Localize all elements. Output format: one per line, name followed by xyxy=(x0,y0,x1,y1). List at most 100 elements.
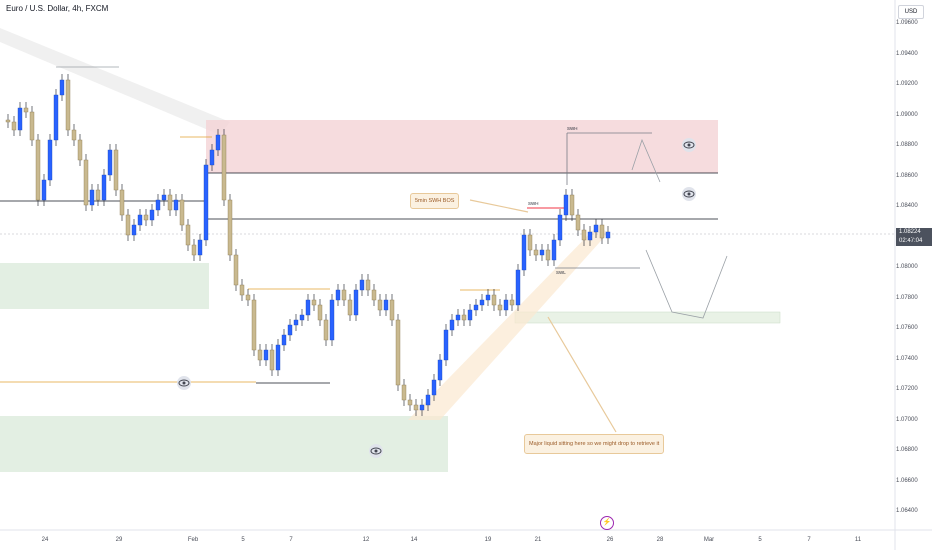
candle-body xyxy=(467,309,473,321)
candle-body xyxy=(29,111,35,141)
candle-body xyxy=(191,244,197,256)
price-tick-label: 1.08600 xyxy=(896,172,918,179)
candle-body xyxy=(575,214,581,231)
time-tick-label: 19 xyxy=(484,537,492,543)
price-tick-label: 1.09600 xyxy=(896,20,918,26)
time-tick-label: 26 xyxy=(606,537,614,543)
time-tick-label: Feb xyxy=(187,537,199,543)
candle-body xyxy=(557,214,563,241)
price-tick-label: 1.07800 xyxy=(896,294,918,301)
candle-body xyxy=(287,324,293,336)
candle-body xyxy=(329,299,335,341)
note-pointer xyxy=(547,316,617,433)
candle-body xyxy=(401,384,407,401)
supply-zone xyxy=(206,120,718,173)
candle-body xyxy=(221,134,227,201)
candle-body xyxy=(107,149,113,176)
candle-body xyxy=(203,164,209,241)
candle-body xyxy=(395,319,401,386)
candle-body xyxy=(383,299,389,311)
swh-label-top: SWH xyxy=(567,126,578,131)
candle-body xyxy=(305,299,311,316)
eye-icon[interactable] xyxy=(177,376,191,390)
candle-body xyxy=(365,279,371,291)
swh-label-mid: SWH xyxy=(528,201,539,206)
eye-icon[interactable] xyxy=(682,187,696,201)
candle-body xyxy=(563,194,569,216)
candle-body xyxy=(47,139,53,181)
candle-body xyxy=(485,294,491,301)
time-tick-label: 11 xyxy=(854,537,862,543)
candle-body xyxy=(161,194,167,201)
price-tick-label: 1.06600 xyxy=(896,477,918,484)
current-price-badge: 1.08224 02:47:04 xyxy=(896,228,932,246)
candle-body xyxy=(233,254,239,286)
candle-body xyxy=(167,194,173,211)
note-pointer xyxy=(469,199,529,213)
swl-label: SWL xyxy=(556,270,566,275)
candle-body xyxy=(455,314,461,321)
candle-body xyxy=(461,314,467,321)
candle-body xyxy=(497,304,503,311)
time-tick-label: 29 xyxy=(115,537,123,543)
candle-body xyxy=(179,199,185,226)
candle-body xyxy=(119,189,125,216)
candle-body xyxy=(251,299,257,351)
candle-body xyxy=(353,289,359,316)
price-tick-label: 1.07600 xyxy=(896,325,918,331)
candle-body xyxy=(473,304,479,311)
eye-icon[interactable] xyxy=(682,138,696,152)
time-tick-label: 21 xyxy=(534,537,542,543)
price-tick-label: 1.08800 xyxy=(896,142,918,148)
candle-body xyxy=(83,159,89,206)
candle-body xyxy=(503,299,509,311)
trend-shadow-up xyxy=(408,225,608,420)
eye-icon[interactable] xyxy=(369,444,383,458)
candle-body xyxy=(245,294,251,301)
liquidity-note[interactable]: Major liquid sitting here so we might dr… xyxy=(524,434,665,454)
candle-body xyxy=(419,404,425,411)
candle-body xyxy=(281,334,287,346)
candle-body xyxy=(143,214,149,221)
time-tick-label: 28 xyxy=(656,537,664,543)
candle-body xyxy=(59,79,65,96)
candle-body xyxy=(449,319,455,331)
candle-body xyxy=(599,224,605,239)
candle-body xyxy=(269,349,275,371)
time-tick-label: 14 xyxy=(410,537,418,543)
candle-body xyxy=(65,79,71,131)
current-price-value: 1.08224 xyxy=(899,229,921,235)
time-tick-label: 7 xyxy=(807,537,811,543)
candle-body xyxy=(389,299,395,321)
currency-button[interactable]: USD xyxy=(898,5,924,19)
candle-body xyxy=(425,394,431,406)
candle-body xyxy=(335,289,341,301)
candle-body xyxy=(437,359,443,381)
candle-body xyxy=(587,231,593,241)
candle-body xyxy=(11,121,17,131)
candle-body xyxy=(491,294,497,306)
candle-body xyxy=(23,107,29,113)
price-tick-label: 1.07000 xyxy=(896,416,918,423)
candle-body xyxy=(341,289,347,301)
candle-body xyxy=(257,349,263,361)
candle-body xyxy=(347,299,353,316)
candle-body xyxy=(125,214,131,236)
candle-body xyxy=(131,224,137,236)
price-tick-label: 1.07200 xyxy=(896,386,918,392)
candle-body xyxy=(263,349,269,361)
trendline-shadow xyxy=(0,28,230,135)
price-tick-label: 1.06400 xyxy=(896,508,918,514)
demand-zone-bottom xyxy=(0,416,448,472)
lightning-icon[interactable]: ⚡ xyxy=(600,516,614,530)
candle-body xyxy=(515,269,521,306)
candle-body xyxy=(545,249,551,261)
candle-body xyxy=(413,404,419,411)
candle-body xyxy=(311,299,317,306)
candle-body xyxy=(227,199,233,256)
candle-body xyxy=(323,319,329,341)
candle-body xyxy=(173,199,179,211)
bos-note[interactable]: 5min SWH BOS xyxy=(410,193,460,209)
candle-body xyxy=(527,234,533,251)
